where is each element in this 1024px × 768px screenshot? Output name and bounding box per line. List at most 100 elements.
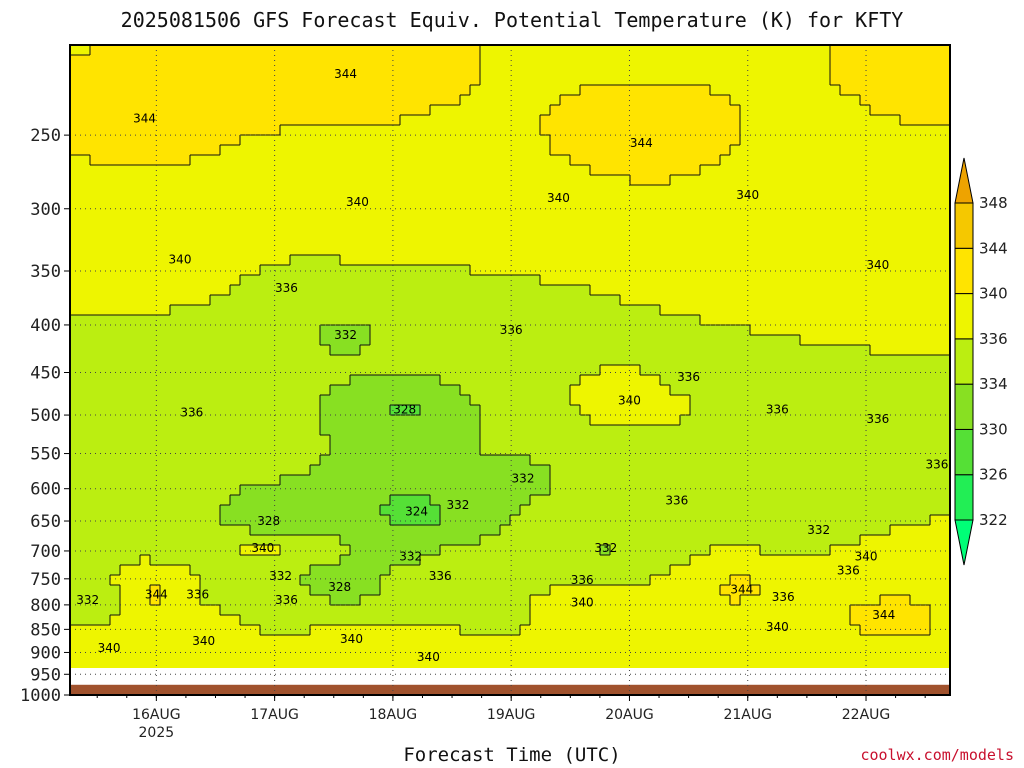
field-cell xyxy=(800,565,811,576)
field-cell xyxy=(740,565,751,576)
field-cell xyxy=(70,575,81,586)
field-cell xyxy=(390,215,401,226)
field-cell xyxy=(70,155,81,166)
field-cell xyxy=(390,325,401,336)
field-cell xyxy=(500,505,511,516)
field-cell xyxy=(550,295,561,306)
field-cell xyxy=(630,375,641,386)
field-cell xyxy=(290,575,301,586)
field-cell xyxy=(280,205,291,216)
field-cell xyxy=(300,445,311,456)
field-cell xyxy=(120,165,131,176)
field-cell xyxy=(250,395,261,406)
field-cell xyxy=(790,205,801,216)
field-cell xyxy=(480,645,491,656)
field-cell xyxy=(700,345,711,356)
field-cell xyxy=(120,345,131,356)
field-cell xyxy=(120,65,131,76)
field-cell xyxy=(80,375,91,386)
field-cell xyxy=(730,85,741,96)
field-cell xyxy=(550,595,561,606)
field-cell xyxy=(410,645,421,656)
field-cell xyxy=(530,105,541,116)
field-cell xyxy=(110,505,121,516)
field-cell xyxy=(400,225,411,236)
field-cell xyxy=(560,435,571,446)
field-cell xyxy=(680,355,691,366)
field-cell xyxy=(80,525,91,536)
field-cell xyxy=(260,355,271,366)
field-cell xyxy=(780,545,791,556)
field-cell xyxy=(690,195,701,206)
field-cell xyxy=(350,285,361,296)
field-cell xyxy=(620,275,631,286)
field-cell xyxy=(140,415,151,426)
field-cell xyxy=(160,245,171,256)
field-cell xyxy=(120,605,131,616)
field-cell xyxy=(130,475,141,486)
field-cell xyxy=(560,305,571,316)
field-cell xyxy=(530,305,541,316)
field-cell xyxy=(660,555,671,566)
field-cell xyxy=(770,145,781,156)
field-cell xyxy=(120,265,131,276)
field-cell xyxy=(620,445,631,456)
field-cell xyxy=(100,385,111,396)
field-cell xyxy=(480,415,491,426)
field-cell xyxy=(180,625,191,636)
field-cell xyxy=(860,235,871,246)
field-cell xyxy=(490,475,501,486)
field-cell xyxy=(630,285,641,296)
field-cell xyxy=(180,265,191,276)
field-cell xyxy=(480,315,491,326)
field-cell xyxy=(120,285,131,296)
field-cell xyxy=(580,615,591,626)
field-cell xyxy=(250,475,261,486)
field-cell xyxy=(460,405,471,416)
field-cell xyxy=(70,465,81,476)
field-cell xyxy=(650,605,661,616)
field-cell xyxy=(400,665,411,668)
field-cell xyxy=(650,645,661,656)
field-cell xyxy=(240,555,251,566)
field-cell xyxy=(100,75,111,86)
field-cell xyxy=(200,145,211,156)
field-cell xyxy=(350,325,361,336)
field-cell xyxy=(120,255,131,266)
field-cell xyxy=(260,495,271,506)
field-cell xyxy=(530,505,541,516)
field-cell xyxy=(660,665,671,668)
field-cell xyxy=(760,225,771,236)
field-cell xyxy=(350,355,361,366)
field-cell xyxy=(760,665,771,668)
field-cell xyxy=(170,295,181,306)
field-cell xyxy=(600,505,611,516)
field-cell xyxy=(610,605,621,616)
field-cell xyxy=(570,485,581,496)
field-cell xyxy=(210,225,221,236)
field-cell xyxy=(260,165,271,176)
field-cell xyxy=(520,225,531,236)
field-cell xyxy=(530,515,541,526)
field-cell xyxy=(750,585,761,596)
field-cell xyxy=(170,565,181,576)
field-cell xyxy=(400,155,411,166)
field-cell xyxy=(590,605,601,616)
field-cell xyxy=(430,245,441,256)
field-cell xyxy=(490,195,501,206)
field-cell xyxy=(100,445,111,456)
field-cell xyxy=(360,275,371,286)
field-cell xyxy=(640,55,651,66)
field-cell xyxy=(120,405,131,416)
field-cell xyxy=(210,415,221,426)
field-cell xyxy=(160,205,171,216)
field-cell xyxy=(420,335,431,346)
field-cell xyxy=(250,595,261,606)
field-cell xyxy=(260,625,271,636)
field-cell xyxy=(280,495,291,506)
field-cell xyxy=(210,95,221,106)
field-cell xyxy=(170,175,181,186)
field-cell xyxy=(250,305,261,316)
field-cell xyxy=(730,135,741,146)
field-cell xyxy=(820,315,831,326)
